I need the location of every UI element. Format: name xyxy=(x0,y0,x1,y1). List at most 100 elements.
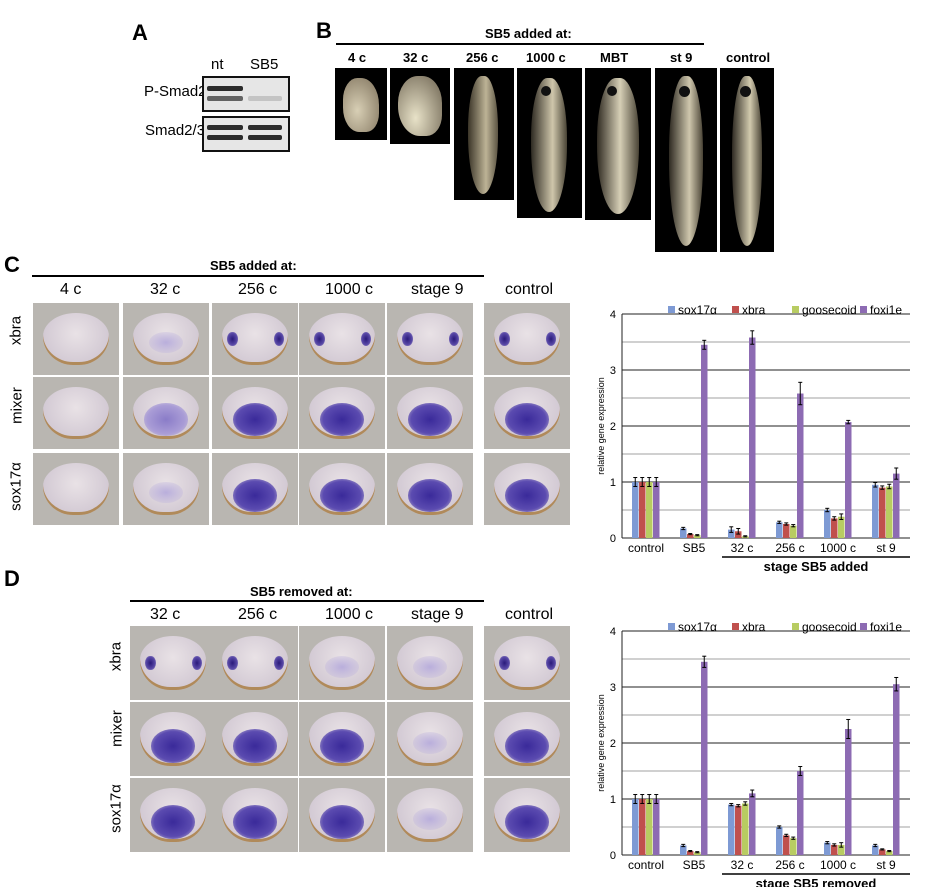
x-tick-label: 1000 c xyxy=(820,858,856,872)
col-label-nt: nt xyxy=(211,56,224,73)
bar xyxy=(632,482,639,538)
bar xyxy=(646,482,653,538)
x-tick-label: 32 c xyxy=(731,541,754,555)
bar xyxy=(783,524,790,538)
bar xyxy=(886,486,893,538)
bar xyxy=(735,531,742,538)
bar xyxy=(749,337,756,538)
legend-entry: sox17α xyxy=(678,620,717,634)
bar xyxy=(728,804,735,855)
larva-col-mbt: MBT xyxy=(600,50,629,65)
bar xyxy=(701,661,708,855)
panel-d-title: SB5 removed at: xyxy=(250,584,353,599)
y-axis-label: relative gene expression xyxy=(596,694,606,792)
c-row-xbra: xbra xyxy=(7,315,25,346)
x-axis-label: stage SB5 added xyxy=(764,559,869,574)
y-axis-label: relative gene expression xyxy=(596,377,606,475)
x-tick-label: 256 c xyxy=(775,858,804,872)
c-col-32c: 32 c xyxy=(150,281,181,298)
bar xyxy=(687,534,694,538)
bar xyxy=(776,827,783,855)
legend-swatch xyxy=(860,623,867,630)
x-tick-label: control xyxy=(628,541,664,555)
legend-entry: foxi1e xyxy=(870,303,902,317)
bar xyxy=(845,422,852,538)
x-axis-label: stage SB5 removed xyxy=(756,876,877,887)
in-situ-d-r2-c1 xyxy=(212,778,298,852)
c-row-sox17a: sox17α xyxy=(7,462,25,511)
bar xyxy=(694,535,701,538)
y-tick-label: 0 xyxy=(610,533,616,545)
y-tick-label: 4 xyxy=(610,626,616,638)
bar xyxy=(831,518,838,538)
legend-entry: xbra xyxy=(742,303,766,317)
y-tick-label: 3 xyxy=(610,682,616,694)
in-situ-c-r0-c4 xyxy=(387,303,473,375)
in-situ-d-r2-c2 xyxy=(299,778,385,852)
in-situ-c-r0-c5 xyxy=(484,303,570,375)
bar xyxy=(749,793,756,855)
in-situ-c-r1-c5 xyxy=(484,377,570,449)
legend-swatch xyxy=(792,623,799,630)
in-situ-c-r0-c2 xyxy=(212,303,298,375)
panel-c-title: SB5 added at: xyxy=(210,258,297,273)
in-situ-d-r1-c2 xyxy=(299,702,385,776)
y-tick-label: 1 xyxy=(610,794,616,806)
bar xyxy=(831,844,838,855)
larva-image-32c xyxy=(390,68,450,144)
panel-b-title-rule xyxy=(336,43,704,45)
legend-swatch xyxy=(732,306,739,313)
bar xyxy=(872,484,879,538)
x-tick-label: st 9 xyxy=(876,858,896,872)
legend-entry: goosecoid xyxy=(802,303,857,317)
panel-d-label: D xyxy=(4,566,20,591)
bar xyxy=(653,799,660,855)
in-situ-d-r1-c3 xyxy=(387,702,473,776)
row-label-smad2-3: Smad2/3 xyxy=(145,122,206,139)
in-situ-c-r2-c5 xyxy=(484,453,570,525)
in-situ-c-r1-c4 xyxy=(387,377,473,449)
in-situ-c-r2-c3 xyxy=(299,453,385,525)
legend-entry: xbra xyxy=(742,620,766,634)
d-col-control: control xyxy=(505,606,554,623)
larva-image-st9 xyxy=(655,68,717,252)
bar xyxy=(632,799,639,855)
c-row-mixer: mixer xyxy=(8,387,26,424)
y-tick-label: 1 xyxy=(610,477,616,489)
legend-swatch xyxy=(668,306,675,313)
c-col-stage9: stage 9 xyxy=(411,281,464,298)
in-situ-d-r1-c0 xyxy=(130,702,216,776)
x-tick-label: st 9 xyxy=(876,541,896,555)
panel-b-title: SB5 added at: xyxy=(485,26,572,41)
bar xyxy=(783,835,790,855)
panel-a-label: A xyxy=(132,20,148,45)
in-situ-c-r0-c1 xyxy=(123,303,209,375)
bar xyxy=(680,528,687,538)
in-situ-d-r0-c3 xyxy=(387,626,473,700)
x-tick-label: control xyxy=(628,858,664,872)
in-situ-c-r1-c3 xyxy=(299,377,385,449)
legend-swatch xyxy=(732,623,739,630)
bar xyxy=(838,516,845,538)
bar xyxy=(893,473,900,538)
bar xyxy=(886,851,893,855)
bar xyxy=(653,482,660,538)
d-col-256c: 256 c xyxy=(238,606,278,623)
larva-image-4c xyxy=(335,68,387,140)
in-situ-d-r1-c4 xyxy=(484,702,570,776)
larva-col-32c: 32 c xyxy=(403,50,429,65)
x-tick-label: 1000 c xyxy=(820,541,856,555)
in-situ-c-r0-c3 xyxy=(299,303,385,375)
in-situ-c-r1-c1 xyxy=(123,377,209,449)
bar xyxy=(687,851,694,855)
d-row-sox17a: sox17α xyxy=(107,784,125,833)
in-situ-d-r2-c3 xyxy=(387,778,473,852)
col-label-sb5: SB5 xyxy=(250,56,279,73)
bar-chart-d: 0 1 2 3 4 relative gene expression control SB5 3… xyxy=(596,620,910,887)
bar xyxy=(790,525,797,538)
legend-swatch xyxy=(792,306,799,313)
larva-image-1000c xyxy=(517,68,582,218)
in-situ-d-r2-c4 xyxy=(484,778,570,852)
y-tick-label: 4 xyxy=(610,309,616,321)
panel-d-title-rule xyxy=(130,600,484,602)
